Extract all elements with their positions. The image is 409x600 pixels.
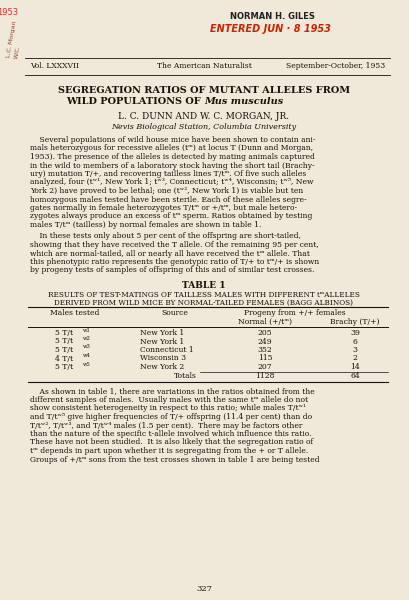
Text: 327: 327 xyxy=(196,585,212,593)
Text: 5 T/t: 5 T/t xyxy=(55,329,73,337)
Text: 115: 115 xyxy=(258,355,272,362)
Text: W.C.: W.C. xyxy=(14,45,22,59)
Text: New York 1: New York 1 xyxy=(140,337,184,346)
Text: gates normally in female heterozygotes T/tᵐ or +/tᵐ, but male hetero-: gates normally in female heterozygotes T… xyxy=(30,204,297,212)
Text: T/tʷ², T/tʷ³, and T/tʷ⁴ males (1.5 per cent).  There may be factors other: T/tʷ², T/tʷ³, and T/tʷ⁴ males (1.5 per c… xyxy=(30,421,302,430)
Text: 2: 2 xyxy=(353,355,357,362)
Text: As shown in table 1, there are variations in the ratios obtained from the: As shown in table 1, there are variation… xyxy=(30,388,315,395)
Text: w4: w4 xyxy=(83,353,91,358)
Text: Groups of +/tᵐ sons from the test crosses shown in table 1 are being tested: Groups of +/tᵐ sons from the test crosse… xyxy=(30,455,319,463)
Text: York 2) have proved to be lethal; one (tʷ², New York 1) is viable but ten: York 2) have proved to be lethal; one (t… xyxy=(30,187,303,195)
Text: w2: w2 xyxy=(83,336,91,341)
Text: TABLE 1: TABLE 1 xyxy=(182,281,226,290)
Text: 249: 249 xyxy=(258,337,272,346)
Text: 5 T/t: 5 T/t xyxy=(55,363,73,371)
Text: homozygous males tested have been sterile. Each of these alleles segre-: homozygous males tested have been steril… xyxy=(30,196,307,203)
Text: showing that they have received the T allele. Of the remaining 95 per cent,: showing that they have received the T al… xyxy=(30,241,319,249)
Text: Connecticut 1: Connecticut 1 xyxy=(140,346,194,354)
Text: September-October, 1953: September-October, 1953 xyxy=(286,62,385,70)
Text: Progeny from +/+ females: Progeny from +/+ females xyxy=(244,309,346,317)
Text: this phenotypic ratio represents the genotypic ratio of T/+ to tᵐ/+ is shown: this phenotypic ratio represents the gen… xyxy=(30,258,319,266)
Text: zygotes always produce an excess of tᵐ sperm. Ratios obtained by testing: zygotes always produce an excess of tᵐ s… xyxy=(30,212,312,220)
Text: New York 1: New York 1 xyxy=(140,329,184,337)
Text: These have not been studied.  It is also likely that the segregation ratio of: These have not been studied. It is also … xyxy=(30,439,313,446)
Text: 39: 39 xyxy=(350,329,360,337)
Text: 1128: 1128 xyxy=(255,373,275,380)
Text: In these tests only about 5 per cent of the offspring are short-tailed,: In these tests only about 5 per cent of … xyxy=(30,232,301,241)
Text: w3: w3 xyxy=(83,344,91,349)
Text: 205: 205 xyxy=(258,329,272,337)
Text: different samples of males.  Usually males with the same tᵐ allele do not: different samples of males. Usually male… xyxy=(30,396,308,404)
Text: New York 2: New York 2 xyxy=(140,363,184,371)
Text: males T/tᵐ (tailless) by normal females are shown in table 1.: males T/tᵐ (tailless) by normal females … xyxy=(30,221,261,229)
Text: show consistent heterogeneity in respect to this ratio; while males T/tʷ¹: show consistent heterogeneity in respect… xyxy=(30,404,306,413)
Text: NORMAN H. GILES: NORMAN H. GILES xyxy=(230,12,315,21)
Text: L. C. DUNN AND W. C. MORGAN, JR.: L. C. DUNN AND W. C. MORGAN, JR. xyxy=(119,112,290,121)
Text: w5: w5 xyxy=(83,361,91,367)
Text: w1: w1 xyxy=(83,328,91,332)
Text: 5 T/t: 5 T/t xyxy=(55,346,73,354)
Text: DERIVED FROM WILD MICE BY NORMAL-TAILED FEMALES (BAGG ALBINOS): DERIVED FROM WILD MICE BY NORMAL-TAILED … xyxy=(54,299,353,307)
Text: Males tested: Males tested xyxy=(50,309,100,317)
Text: and T/tʷ⁵ give higher frequencies of T/+ offspring (11.4 per cent) than do: and T/tʷ⁵ give higher frequencies of T/+… xyxy=(30,413,312,421)
Text: Totals: Totals xyxy=(173,373,196,380)
Text: Normal (+/tᵐ): Normal (+/tᵐ) xyxy=(238,318,292,326)
Text: RESULTS OF TEST-MATINGS OF TAILLESS MALES WITH DIFFERENT tᵐALLELES: RESULTS OF TEST-MATINGS OF TAILLESS MALE… xyxy=(48,291,360,299)
Text: SEGREGATION RATIOS OF MUTANT ALLELES FROM: SEGREGATION RATIOS OF MUTANT ALLELES FRO… xyxy=(58,86,350,95)
Text: Nevis Biological Station, Columbia University: Nevis Biological Station, Columbia Unive… xyxy=(111,123,297,131)
Text: 207: 207 xyxy=(258,363,272,371)
Text: mals heterozygous for recessive alleles (tᵐ) at locus T (Dunn and Morgan,: mals heterozygous for recessive alleles … xyxy=(30,145,313,152)
Text: 1953: 1953 xyxy=(0,8,18,17)
Text: 4 T/t: 4 T/t xyxy=(55,355,73,362)
Text: ENTERED JUN · 8 1953: ENTERED JUN · 8 1953 xyxy=(210,24,331,34)
Text: WILD POPULATIONS OF: WILD POPULATIONS OF xyxy=(66,97,204,106)
Text: 1953). The presence of the alleles is detected by mating animals captured: 1953). The presence of the alleles is de… xyxy=(30,153,315,161)
Text: The American Naturalist: The American Naturalist xyxy=(157,62,252,70)
Text: analyzed, four (tʷ¹, New York 1; tʷ³, Connecticut; tʷ⁴, Wisconsin; tʷ⁵, New: analyzed, four (tʷ¹, New York 1; tʷ³, Co… xyxy=(30,179,314,187)
Text: Source: Source xyxy=(162,309,189,317)
Text: Mus musculus: Mus musculus xyxy=(204,97,283,106)
Text: Wisconsin 3: Wisconsin 3 xyxy=(140,355,186,362)
Text: 352: 352 xyxy=(258,346,272,354)
Text: ury) mutation T/+, and recovering tailless lines T/tᵐ. Of five such alleles: ury) mutation T/+, and recovering taille… xyxy=(30,170,306,178)
Text: Brachy (T/+): Brachy (T/+) xyxy=(330,318,380,326)
Text: 64: 64 xyxy=(350,373,360,380)
Text: Vol. LXXXVII: Vol. LXXXVII xyxy=(30,62,79,70)
Text: 6: 6 xyxy=(353,337,357,346)
Text: which are normal-tailed, all or nearly all have received the tᵐ allele. That: which are normal-tailed, all or nearly a… xyxy=(30,250,310,257)
Text: L.C. Morgan: L.C. Morgan xyxy=(6,20,18,58)
Text: by progeny tests of samples of offspring of this and of similar test crosses.: by progeny tests of samples of offspring… xyxy=(30,266,315,275)
Text: 14: 14 xyxy=(350,363,360,371)
Text: Several populations of wild house mice have been shown to contain ani-: Several populations of wild house mice h… xyxy=(30,136,315,144)
Text: 5 T/t: 5 T/t xyxy=(55,337,73,346)
Text: 3: 3 xyxy=(353,346,357,354)
Text: tᵐ depends in part upon whether it is segregating from the + or T allele.: tᵐ depends in part upon whether it is se… xyxy=(30,447,308,455)
Text: in the wild to members of a laboratory stock having the short tail (Brachy-: in the wild to members of a laboratory s… xyxy=(30,161,315,169)
Text: than the nature of the specific t-allele involved which influence this ratio.: than the nature of the specific t-allele… xyxy=(30,430,312,438)
